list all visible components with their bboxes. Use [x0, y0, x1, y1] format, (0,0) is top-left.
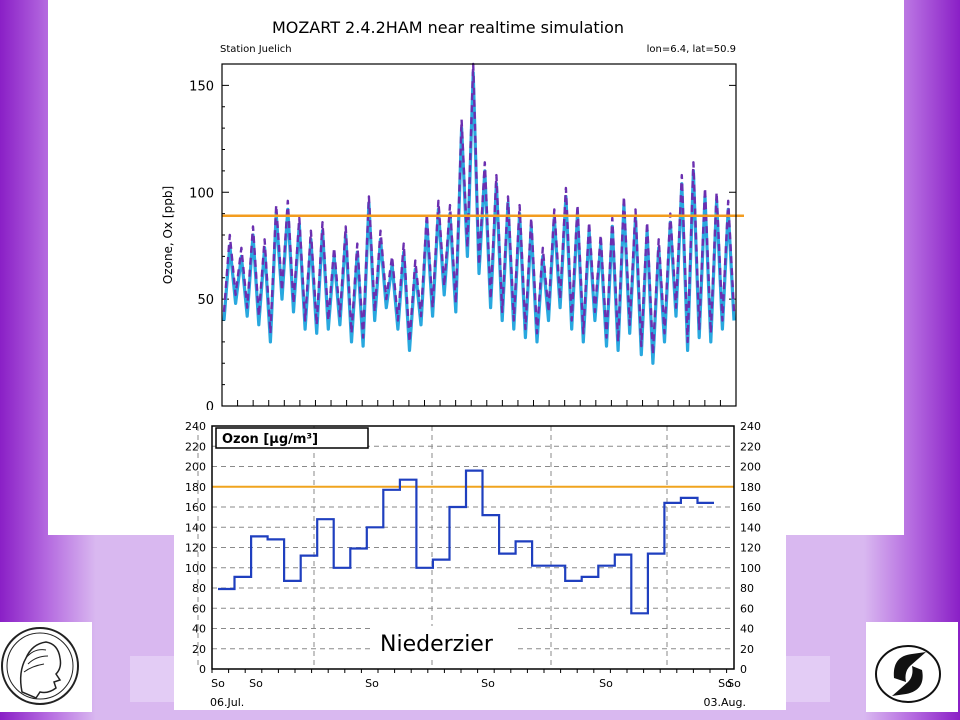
y-tick-label-left: 60 [192, 602, 206, 615]
chart-title: MOZART 2.4.2HAM near realtime simulation [272, 18, 624, 37]
chart-subtitle-station: Station Juelich [220, 44, 292, 55]
y-tick-label: 0 [206, 400, 214, 410]
y-tick-label-left: 200 [185, 461, 206, 474]
juelich-emblem-icon [875, 645, 941, 703]
y-tick-label: 50 [197, 293, 214, 308]
y-tick-label-left: 40 [192, 623, 206, 636]
x-date-label-start: 06.Jul. [210, 696, 244, 709]
minerva-icon [1, 627, 79, 705]
y-tick-label-right: 40 [740, 623, 754, 636]
y-tick-label-right: 20 [740, 643, 754, 656]
y-tick-label-left: 80 [192, 582, 206, 595]
x-tick-label: So [599, 677, 613, 690]
y-tick-label-right: 220 [740, 440, 761, 453]
juelich-logo [866, 622, 958, 712]
ozon-measurement-chart: 0 0 20 20 40 40 60 60 80 80 100 100 120 120 140 140 160 1… [81, 410, 786, 710]
chart-title: Ozon [µg/m³] [222, 432, 318, 447]
y-tick-label-left: 180 [185, 481, 206, 494]
chart-subtitle-location: lon=6.4, lat=50.9 [647, 44, 736, 55]
x-tick-label: So [727, 677, 741, 690]
y-tick-label-right: 140 [740, 521, 761, 534]
x-tick-label: So [481, 677, 495, 690]
annotation-bg [372, 626, 514, 660]
x-tick-label: So [211, 677, 225, 690]
y-tick-label-left: 120 [185, 542, 206, 555]
mozart-simulation-chart: MOZART 2.4.2HAM near realtime simulation… [150, 0, 760, 415]
ozon-step-line [218, 469, 714, 615]
title-box [215, 427, 369, 449]
x-tick-label: So [249, 677, 263, 690]
y-tick-label-left: 160 [185, 501, 206, 514]
y-tick-label-right: 80 [740, 582, 754, 595]
y-tick-label-right: 0 [740, 663, 747, 676]
x-date-label-end: 03.Aug. [704, 696, 746, 709]
plot-frame [221, 63, 737, 407]
y-tick-label-right: 120 [740, 542, 761, 555]
y-tick-label-left: 0 [199, 663, 206, 676]
y-axis-label: Ozone, Ox [ppb] [161, 186, 175, 284]
y-tick-label-right: 200 [740, 461, 761, 474]
y-tick-label: 150 [189, 79, 214, 94]
plot-frame [211, 425, 735, 670]
series-purple-dashed-line [222, 62, 736, 356]
mozart-chart-svg: MOZART 2.4.2HAM near realtime simulation… [161, 18, 744, 415]
y-tick-label-right: 60 [740, 602, 754, 615]
x-tick-label: So [718, 677, 732, 690]
station-annotation: Niederzier [380, 632, 494, 657]
y-tick-label-left: 100 [185, 562, 206, 575]
y-tick-label-right: 180 [740, 481, 761, 494]
ozon-chart-svg: 0 0 20 20 40 40 60 60 80 80 100 100 120 120 140 140 160 1… [81, 420, 761, 709]
y-tick-label-right: 240 [740, 420, 761, 433]
max-planck-logo [0, 622, 92, 712]
y-tick-label-right: 100 [740, 562, 761, 575]
y-tick-label-left: 220 [185, 440, 206, 453]
y-tick-label-left: 240 [185, 420, 206, 433]
y-tick-label-left: 20 [192, 643, 206, 656]
y-tick-label: 100 [189, 186, 214, 201]
y-tick-label-left: 140 [185, 521, 206, 534]
y-tick-label-right: 160 [740, 501, 761, 514]
x-tick-label: So [365, 677, 379, 690]
